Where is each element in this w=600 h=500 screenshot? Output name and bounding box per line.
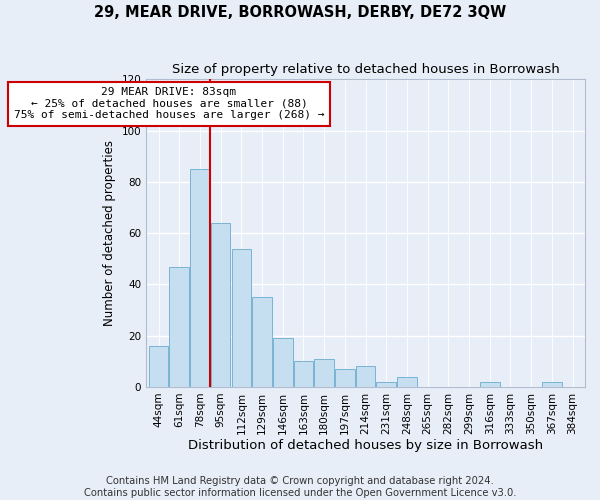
Bar (273, 338, 293, 387)
Bar (376, 382, 396, 387)
Bar (211, 223, 230, 387)
Bar (169, 266, 189, 387)
Bar (190, 169, 210, 387)
Title: Size of property relative to detached houses in Borrowash: Size of property relative to detached ho… (172, 62, 559, 76)
X-axis label: Distribution of detached houses by size in Borrowash: Distribution of detached houses by size … (188, 440, 543, 452)
Bar (252, 298, 272, 387)
Text: 29 MEAR DRIVE: 83sqm
← 25% of detached houses are smaller (88)
75% of semi-detac: 29 MEAR DRIVE: 83sqm ← 25% of detached h… (14, 87, 324, 120)
Bar (232, 248, 251, 387)
Bar (356, 366, 376, 387)
Bar (335, 369, 355, 387)
Bar (149, 346, 169, 387)
Bar (397, 376, 417, 387)
Bar (542, 382, 562, 387)
Bar (293, 362, 313, 387)
Text: Contains HM Land Registry data © Crown copyright and database right 2024.
Contai: Contains HM Land Registry data © Crown c… (84, 476, 516, 498)
Y-axis label: Number of detached properties: Number of detached properties (103, 140, 116, 326)
Bar (480, 382, 500, 387)
Bar (314, 359, 334, 387)
Text: 29, MEAR DRIVE, BORROWASH, DERBY, DE72 3QW: 29, MEAR DRIVE, BORROWASH, DERBY, DE72 3… (94, 5, 506, 20)
